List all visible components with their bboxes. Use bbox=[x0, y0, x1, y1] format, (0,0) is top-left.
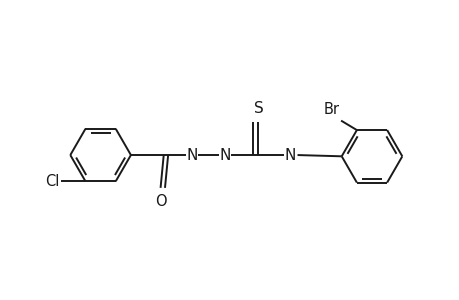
Text: N: N bbox=[284, 148, 296, 163]
Text: Cl: Cl bbox=[45, 174, 60, 189]
Text: N: N bbox=[219, 148, 230, 163]
Text: O: O bbox=[155, 194, 167, 209]
Text: N: N bbox=[186, 148, 197, 163]
Text: S: S bbox=[253, 101, 263, 116]
Text: Br: Br bbox=[323, 103, 339, 118]
